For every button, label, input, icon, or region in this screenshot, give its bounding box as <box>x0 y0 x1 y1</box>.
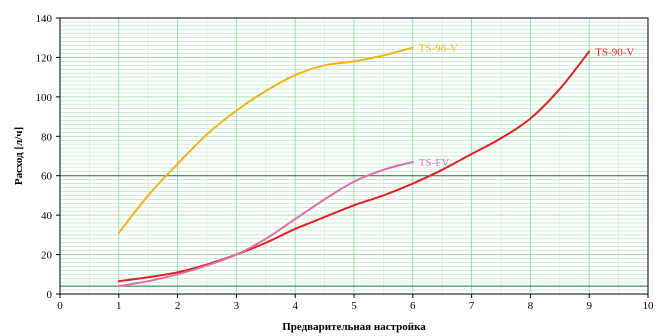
series-line-2 <box>117 160 414 288</box>
y-tick-label: 20 <box>41 250 53 262</box>
x-tick-label: 4 <box>292 300 298 312</box>
y-tick-label: 60 <box>41 171 53 183</box>
y-tick-label: 100 <box>36 92 53 104</box>
x-tick-label: 9 <box>586 300 592 312</box>
series-lines <box>117 46 591 288</box>
y-tick-label: 80 <box>41 131 53 143</box>
x-tick-label: 0 <box>57 300 63 312</box>
x-tick-label: 1 <box>116 300 122 312</box>
series-labels: TS-98-V TS-90-V TS-FV <box>419 43 635 169</box>
series-label-1: TS-90-V <box>595 47 634 59</box>
y-tick-label: 120 <box>36 52 53 64</box>
series-line-0 <box>117 46 414 234</box>
x-tick-label: 10 <box>643 300 655 312</box>
x-axis-ticks: 0 1 2 3 4 5 6 7 8 9 10 <box>57 294 654 312</box>
x-tick-label: 6 <box>410 300 416 312</box>
y-tick-label: 40 <box>41 210 53 222</box>
y-tick-label: 140 <box>36 13 53 25</box>
y-axis-title: Расход [л/ч] <box>13 127 25 185</box>
x-tick-label: 7 <box>469 300 475 312</box>
x-tick-label: 8 <box>528 300 534 312</box>
x-axis-title: Предварительная настройка <box>282 321 426 333</box>
series-label-0: TS-98-V <box>419 43 458 55</box>
x-tick-label: 2 <box>175 300 181 312</box>
series-label-2: TS-FV <box>419 157 450 169</box>
reference-lines <box>60 175 648 287</box>
x-tick-label: 3 <box>234 300 240 312</box>
y-tick-label: 0 <box>47 289 53 301</box>
x-tick-label: 5 <box>351 300 357 312</box>
y-axis-ticks: 0 20 40 60 80 100 120 140 <box>36 13 60 301</box>
series-line-1 <box>117 50 591 283</box>
